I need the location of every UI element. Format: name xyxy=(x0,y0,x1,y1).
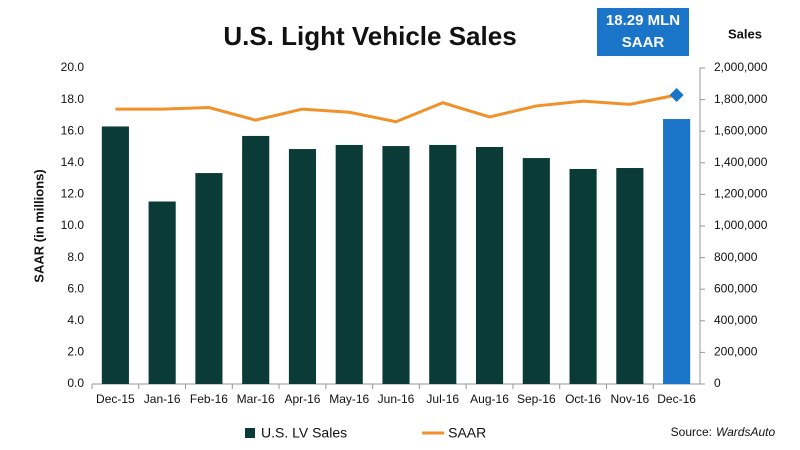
annotation: 18.29 MLN xyxy=(606,12,680,29)
x-tick-label: Apr-16 xyxy=(284,392,320,406)
y2-axis-title: Sales xyxy=(728,26,762,41)
y-tick-label: 0.0 xyxy=(67,376,84,390)
y2-tick-label: 1,800,000 xyxy=(714,92,768,106)
legend-swatch xyxy=(245,428,255,438)
y2-tick-label: 600,000 xyxy=(714,281,758,295)
y-tick-label: 14.0 xyxy=(61,155,85,169)
y2-tick-label: 1,400,000 xyxy=(714,155,768,169)
y-tick-label: 16.0 xyxy=(61,123,85,137)
x-tick-label: May-16 xyxy=(329,392,369,406)
x-tick-label: Jan-16 xyxy=(144,392,181,406)
bar xyxy=(288,149,317,384)
x-tick-label: Mar-16 xyxy=(237,392,275,406)
y-tick-label: 8.0 xyxy=(67,250,84,264)
source: WardsAuto xyxy=(716,425,775,439)
y-tick-label: 4.0 xyxy=(67,313,84,327)
annotation-box xyxy=(597,8,689,56)
y-tick-label: 2.0 xyxy=(67,345,84,359)
x-tick-label: Sep-16 xyxy=(517,392,556,406)
y2-tick-label: 2,000,000 xyxy=(714,60,768,74)
y-tick-label: 6.0 xyxy=(67,281,84,295)
y-tick-label: 20.0 xyxy=(61,60,85,74)
bar xyxy=(475,147,504,384)
y2-tick-label: 1,000,000 xyxy=(714,218,768,232)
x-tick-label: Dec-15 xyxy=(96,392,135,406)
bar xyxy=(335,144,363,384)
bar xyxy=(195,173,223,384)
y2-tick-label: 800,000 xyxy=(714,250,758,264)
bar xyxy=(616,168,644,384)
x-tick-label: Feb-16 xyxy=(190,392,228,406)
source-label: Source: xyxy=(671,425,712,439)
y2-tick-label: 0 xyxy=(714,376,721,390)
annotation: SAAR xyxy=(622,34,665,51)
bar xyxy=(663,119,691,384)
bar xyxy=(148,201,176,384)
x-tick-label: Jun-16 xyxy=(378,392,415,406)
bar xyxy=(242,135,270,384)
bar xyxy=(569,168,597,384)
line xyxy=(115,93,677,124)
y-tick-label: 10.0 xyxy=(61,218,85,232)
bar xyxy=(101,126,129,385)
y2-tick-label: 200,000 xyxy=(714,345,758,359)
bar xyxy=(382,146,410,384)
chart-title: U.S. Light Vehicle Sales xyxy=(223,21,516,51)
legend-label: U.S. LV Sales xyxy=(261,425,347,441)
y2-tick-label: 1,200,000 xyxy=(714,187,768,201)
y-axis-title: SAAR (in millions) xyxy=(31,169,46,282)
y2-tick-label: 1,600,000 xyxy=(714,123,768,137)
x-tick-label: Oct-16 xyxy=(565,392,601,406)
x-tick-label: Nov-16 xyxy=(611,392,650,406)
marker xyxy=(669,88,684,103)
bar xyxy=(429,144,457,384)
y-tick-label: 18.0 xyxy=(61,92,85,106)
x-tick-label: Dec-16 xyxy=(657,392,696,406)
x-tick-label: Aug-16 xyxy=(470,392,509,406)
y2-tick-label: 400,000 xyxy=(714,313,758,327)
bar xyxy=(522,158,550,384)
legend-label: SAAR xyxy=(448,425,486,441)
x-tick-label: Jul-16 xyxy=(426,392,459,406)
y-tick-label: 12.0 xyxy=(61,187,85,201)
